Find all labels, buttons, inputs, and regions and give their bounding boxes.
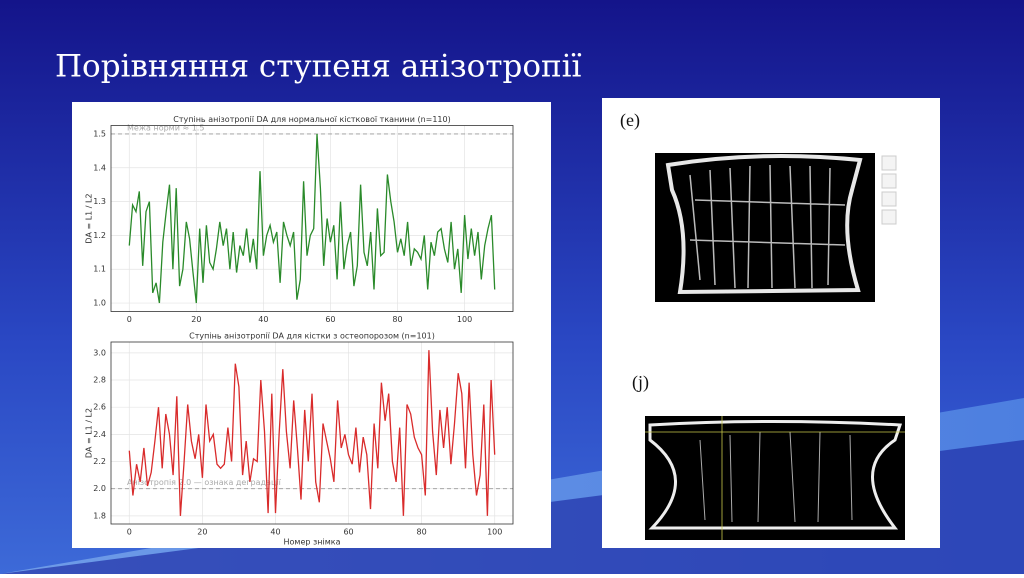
panel-label: (j) bbox=[632, 372, 649, 393]
y-tick-label: 1.4 bbox=[93, 163, 106, 172]
y-tick-label: 1.5 bbox=[93, 129, 106, 138]
y-tick-label: 1.2 bbox=[93, 231, 106, 240]
y-tick-label: 2.8 bbox=[93, 376, 106, 385]
y-tick-label: 2.4 bbox=[93, 430, 106, 439]
x-tick-label: 20 bbox=[191, 315, 201, 324]
slide-title: Порівняння ступеня анізотропії bbox=[55, 49, 582, 85]
y-tick-label: 2.2 bbox=[93, 457, 106, 466]
y-tick-label: 1.0 bbox=[93, 299, 106, 308]
x-axis-label: Номер знімка bbox=[284, 538, 341, 547]
bone-image-j bbox=[645, 416, 905, 540]
x-tick-label: 60 bbox=[343, 528, 353, 537]
x-tick-label: 100 bbox=[457, 315, 472, 324]
y-tick-label: 2.0 bbox=[93, 484, 106, 493]
chart-title: Ступінь анізотропії DA для нормальної кі… bbox=[173, 115, 450, 124]
bone-image-e bbox=[655, 153, 875, 302]
chart-title: Ступінь анізотропії DA для кістки з осте… bbox=[189, 332, 435, 341]
toolbar-icons[interactable] bbox=[881, 155, 897, 225]
x-tick-label: 100 bbox=[487, 528, 502, 537]
panel-label: (e) bbox=[620, 110, 640, 131]
x-tick-label: 40 bbox=[258, 315, 268, 324]
plot-frame bbox=[110, 341, 514, 525]
x-tick-label: 80 bbox=[417, 528, 427, 537]
y-tick-label: 3.0 bbox=[93, 348, 106, 357]
x-tick-label: 0 bbox=[127, 315, 132, 324]
chart-panel bbox=[72, 102, 551, 548]
x-tick-label: 20 bbox=[197, 528, 207, 537]
plot-frame bbox=[110, 125, 514, 312]
y-tick-label: 1.1 bbox=[93, 265, 106, 274]
y-tick-label: 1.3 bbox=[93, 197, 106, 206]
x-tick-label: 80 bbox=[392, 315, 402, 324]
annotation: Межа норми ≈ 1.5 bbox=[127, 123, 204, 132]
x-tick-label: 40 bbox=[270, 528, 280, 537]
y-axis-label: DA = L1 / L2 bbox=[85, 193, 94, 243]
y-tick-label: 2.6 bbox=[93, 403, 106, 412]
annotation: Анізотропія 2.0 — ознака деградації bbox=[127, 478, 282, 487]
data-line bbox=[128, 350, 496, 516]
y-tick-label: 1.8 bbox=[93, 511, 106, 520]
y-axis-label: DA = L1 / L2 bbox=[85, 408, 94, 458]
x-tick-label: 60 bbox=[325, 315, 335, 324]
x-tick-label: 0 bbox=[127, 528, 132, 537]
data-line bbox=[128, 133, 496, 304]
